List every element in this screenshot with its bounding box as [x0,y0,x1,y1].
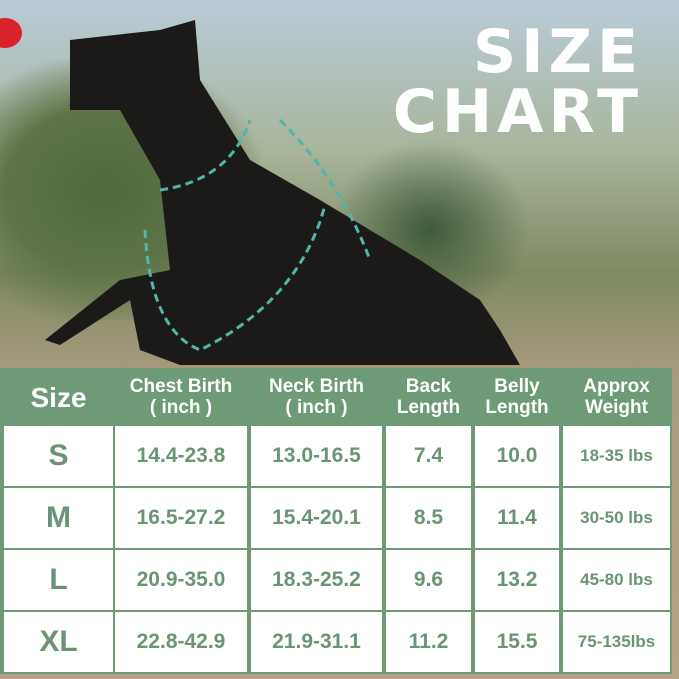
cell-size: S [4,426,113,486]
cell-belly-length: 10.0 [475,426,559,486]
cell-back-length: 8.5 [386,488,471,548]
header-size: Size [30,381,87,413]
cell-approx-weight: 18-35 lbs [563,426,670,486]
header-chest-birth: Chest Birth ( inch ) [129,376,233,418]
cell-chest-birth: 14.4-23.8 [115,426,247,486]
cell-belly-length: 15.5 [475,612,559,672]
header-back-length: Back Length [396,376,461,418]
cell-chest-birth: 16.5-27.2 [115,488,247,548]
title-line-1: SIZE [472,17,643,87]
cell-neck-birth: 15.4-20.1 [251,488,382,548]
cell-chest-birth: 22.8-42.9 [115,612,247,672]
cell-approx-weight: 30-50 lbs [563,488,670,548]
cell-size: L [4,550,113,610]
header-approx-weight: Approx Weight [583,376,650,418]
header-belly-length: Belly Length [485,376,549,418]
cell-belly-length: 11.4 [475,488,559,548]
cell-size: XL [4,612,113,672]
cell-neck-birth: 13.0-16.5 [251,426,382,486]
size-chart-title: SIZE CHART [393,22,643,142]
cell-size: M [4,488,113,548]
cell-neck-birth: 21.9-31.1 [251,612,382,672]
header-neck-birth: Neck Birth ( inch ) [268,376,365,418]
cell-back-length: 9.6 [386,550,471,610]
title-line-2: CHART [392,77,643,147]
cell-approx-weight: 45-80 lbs [563,550,670,610]
cell-belly-length: 13.2 [475,550,559,610]
frisbee [0,18,22,48]
cell-chest-birth: 20.9-35.0 [115,550,247,610]
cell-back-length: 7.4 [386,426,471,486]
cell-approx-weight: 75-135lbs [563,612,670,672]
cell-neck-birth: 18.3-25.2 [251,550,382,610]
cell-back-length: 11.2 [386,612,471,672]
size-table: Size Chest Birth ( inch ) Neck Birth ( inc… [0,368,672,674]
